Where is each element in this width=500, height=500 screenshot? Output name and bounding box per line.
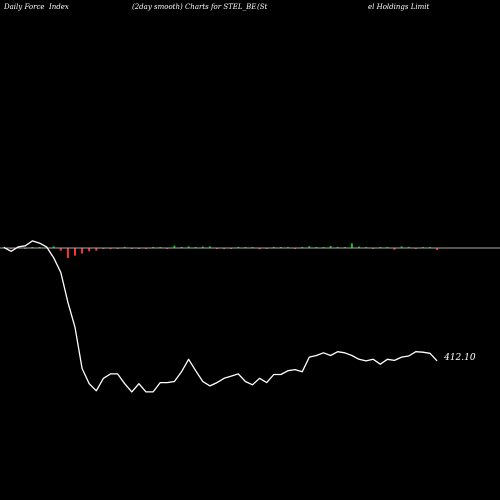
bar xyxy=(237,246,240,248)
bar xyxy=(109,248,112,250)
bar xyxy=(81,248,84,254)
bar xyxy=(88,248,91,252)
bar xyxy=(436,248,439,250)
bar xyxy=(173,245,176,248)
chart-title-left: Daily Force Index xyxy=(4,3,69,11)
last-value-label: 412.10 xyxy=(443,353,476,363)
bar xyxy=(329,246,332,248)
bar xyxy=(308,246,311,248)
bar xyxy=(258,248,261,250)
bar xyxy=(201,246,204,248)
bar xyxy=(66,248,69,258)
bar xyxy=(407,246,410,248)
bar xyxy=(95,248,98,251)
bar xyxy=(208,246,211,248)
bar xyxy=(187,246,190,248)
bar-series xyxy=(3,243,439,258)
bar xyxy=(223,248,226,250)
bar xyxy=(393,248,396,250)
bar xyxy=(180,246,183,248)
bar xyxy=(52,246,55,248)
bar xyxy=(350,243,353,248)
bar xyxy=(336,246,339,248)
bar xyxy=(59,248,62,251)
bar xyxy=(74,248,76,256)
bar xyxy=(272,246,275,248)
bar xyxy=(123,246,126,248)
force-index-line xyxy=(3,240,438,393)
bar xyxy=(400,246,403,248)
bar xyxy=(358,246,360,248)
chart-title-right-b: el Holdings Limit xyxy=(368,3,430,11)
chart-title-right-a: (St xyxy=(257,3,268,11)
chart-title-center: (2day smooth) Charts for STEL_BE xyxy=(132,3,257,11)
